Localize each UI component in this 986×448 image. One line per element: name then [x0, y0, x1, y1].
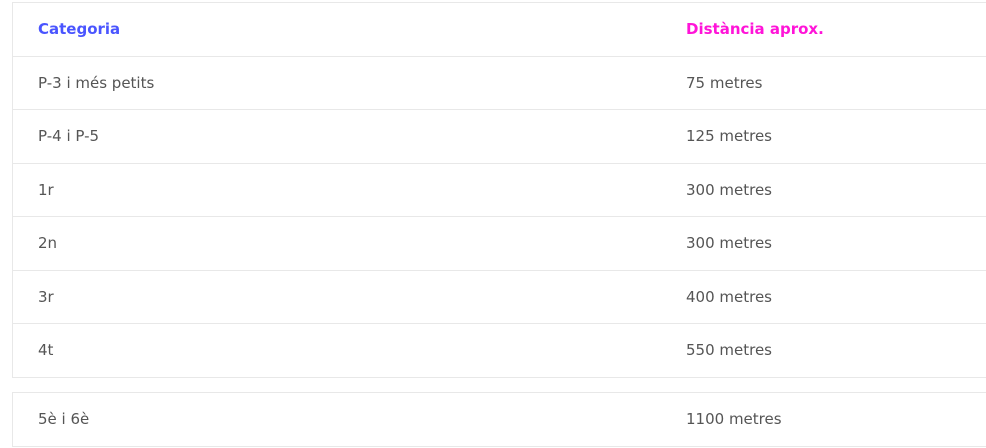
table-row: P-4 i P-5 125 metres	[12, 109, 986, 163]
distance-table: Categoria Distància aprox. P-3 i més pet…	[12, 2, 986, 378]
distance-cell: 125 metres	[686, 109, 986, 163]
category-cell: 4t	[12, 323, 686, 377]
header-distancia: Distància aprox.	[686, 2, 986, 56]
distance-cell: 75 metres	[686, 55, 986, 110]
distance-cell: 550 metres	[686, 323, 986, 377]
distance-table-2: 5è i 6è 1100 metres	[12, 392, 986, 447]
table-row: 4t 550 metres	[12, 323, 986, 377]
table-row: 5è i 6è 1100 metres	[12, 392, 986, 446]
distance-cell: 400 metres	[686, 269, 986, 324]
category-cell: P-3 i més petits	[12, 55, 686, 110]
table-row: 3r 400 metres	[12, 269, 986, 324]
distance-cell: 300 metres	[686, 216, 986, 270]
distance-cell: 300 metres	[686, 162, 986, 217]
table-header-row: Categoria Distància aprox.	[12, 2, 986, 56]
table-row: 2n 300 metres	[12, 216, 986, 270]
category-cell: 3r	[12, 269, 686, 324]
table-row: P-3 i més petits 75 metres	[12, 55, 986, 110]
category-cell: 2n	[12, 216, 686, 270]
table-row: 1r 300 metres	[12, 162, 986, 217]
header-categoria: Categoria	[12, 2, 686, 56]
distance-cell: 1100 metres	[686, 392, 986, 446]
category-cell: 5è i 6è	[12, 392, 686, 446]
category-cell: 1r	[12, 162, 686, 217]
category-cell: P-4 i P-5	[12, 109, 686, 163]
